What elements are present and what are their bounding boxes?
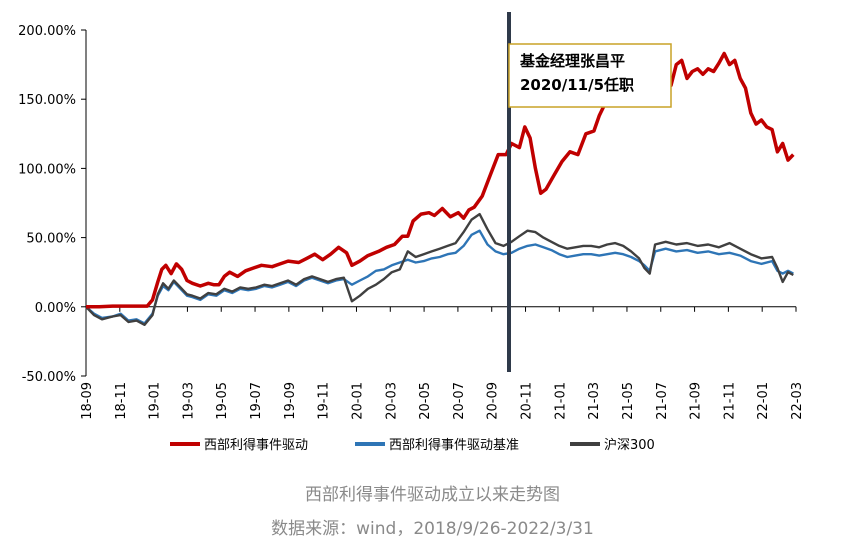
- x-tick-label: 20-09: [486, 382, 501, 420]
- x-tick-label: 22-03: [790, 382, 805, 420]
- chart-caption-title: 西部利得事件驱动成立以来走势图: [305, 485, 560, 505]
- legend-label-2: 西部利得事件驱动基准: [389, 437, 519, 453]
- x-tick-label: 18-11: [114, 382, 129, 420]
- y-tick-label: 0.00%: [35, 301, 76, 316]
- x-tick-label: 19-03: [181, 382, 196, 420]
- x-tick-label: 21-07: [655, 382, 670, 420]
- y-tick-label: 50.00%: [26, 232, 76, 247]
- x-tick-label: 22-01: [756, 382, 771, 420]
- x-tick-label: 21-03: [587, 382, 602, 420]
- annotation-box: [508, 43, 672, 108]
- series-line-1: [86, 49, 795, 309]
- x-tick-label: 21-11: [722, 382, 737, 420]
- y-tick-label: -50.00%: [22, 370, 76, 385]
- legend-label-1: 西部利得事件驱动: [204, 437, 308, 453]
- x-tick-label: 21-01: [553, 382, 568, 420]
- series-layer: [85, 49, 795, 326]
- x-tick-label: 19-01: [148, 382, 163, 420]
- y-tick-label: 150.00%: [18, 93, 76, 108]
- x-tick-label: 20-03: [384, 382, 399, 420]
- x-tick-label: 20-07: [452, 382, 467, 420]
- series-line-3: [85, 212, 794, 326]
- y-axis: 200.00% 150.00% 100.00% 50.00% 0.00% -50.00%: [18, 24, 87, 385]
- x-axis: 18-09 18-11 19-01 19-03 19-05 19-07 19-09 19-11…: [80, 306, 805, 420]
- series-line-2: [85, 229, 794, 325]
- x-tick-label: 21-05: [621, 382, 636, 420]
- x-tick-label: 19-05: [215, 382, 230, 420]
- y-tick-label: 100.00%: [18, 162, 76, 177]
- chart-caption-source: 数据来源：wind，2018/9/26-2022/3/31: [271, 519, 594, 539]
- annotation-line-1: 基金经理张昌平: [519, 52, 625, 70]
- x-tick-label: 20-01: [350, 382, 365, 420]
- legend-label-3: 沪深300: [604, 437, 655, 453]
- x-tick-label: 20-05: [418, 382, 433, 420]
- x-tick-label: 19-09: [283, 382, 298, 420]
- annotation-layer: 基金经理张昌平 2020/11/5任职: [507, 12, 672, 372]
- x-tick-label: 19-11: [317, 382, 332, 420]
- x-tick-label: 21-09: [689, 382, 704, 420]
- annotation-line-2: 2020/11/5任职: [520, 76, 634, 94]
- x-tick-label: 19-07: [249, 382, 264, 420]
- y-tick-label: 200.00%: [18, 24, 76, 39]
- legend: 西部利得事件驱动 西部利得事件驱动基准 沪深300: [170, 437, 655, 453]
- x-tick-label: 20-11: [520, 382, 535, 420]
- x-tick-label: 18-09: [80, 382, 95, 420]
